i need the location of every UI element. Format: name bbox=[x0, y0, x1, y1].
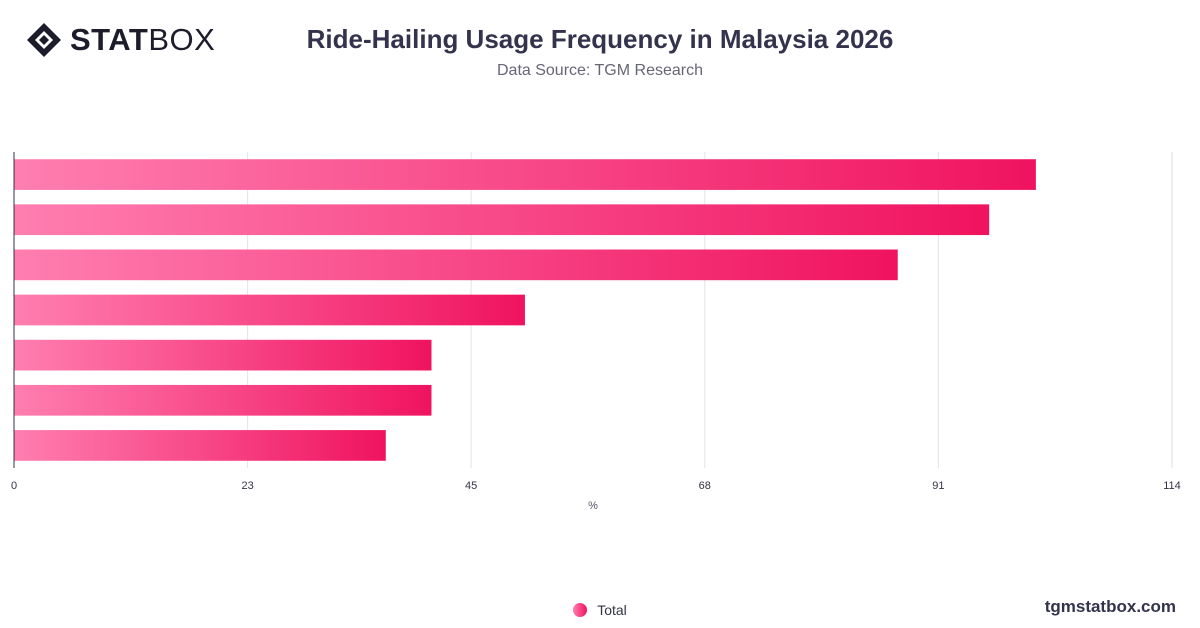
legend: Total bbox=[0, 602, 1200, 618]
x-tick-label: 45 bbox=[465, 480, 477, 492]
bar[interactable] bbox=[14, 204, 990, 236]
legend-label: Total bbox=[597, 602, 627, 618]
chart-title: Ride-Hailing Usage Frequency in Malaysia… bbox=[306, 24, 894, 54]
bar[interactable] bbox=[14, 339, 432, 371]
bar[interactable] bbox=[14, 294, 525, 326]
site-url[interactable]: tgmstatbox.com bbox=[1044, 597, 1176, 616]
bar[interactable] bbox=[14, 249, 898, 281]
statbox-logo: STATBOX bbox=[26, 22, 215, 58]
legend-item-total[interactable]: Total bbox=[573, 602, 627, 618]
bar-chart: 0 23 45 68 91 114 % bbox=[11, 152, 1181, 512]
x-tick-label: 0 bbox=[11, 480, 17, 492]
x-tick-label: 114 bbox=[1163, 480, 1181, 492]
bar[interactable] bbox=[14, 159, 1036, 190]
x-tick-label: 68 bbox=[699, 480, 711, 492]
x-axis: 0 23 45 68 91 114 bbox=[11, 152, 1181, 492]
bars bbox=[14, 159, 1036, 461]
diamond-grid-icon bbox=[27, 23, 61, 57]
logo-bold-text: STAT bbox=[70, 22, 149, 57]
legend-swatch-icon bbox=[573, 603, 588, 617]
chart-subtitle: Data Source: TGM Research bbox=[496, 62, 703, 79]
x-tick-label: 91 bbox=[932, 480, 944, 492]
x-axis-title: % bbox=[588, 500, 598, 512]
logo-wordmark: STATBOX bbox=[70, 22, 215, 58]
bar[interactable] bbox=[14, 430, 386, 461]
bar[interactable] bbox=[14, 384, 432, 416]
logo-light-text: BOX bbox=[148, 22, 216, 57]
x-tick-label: 23 bbox=[242, 480, 254, 492]
